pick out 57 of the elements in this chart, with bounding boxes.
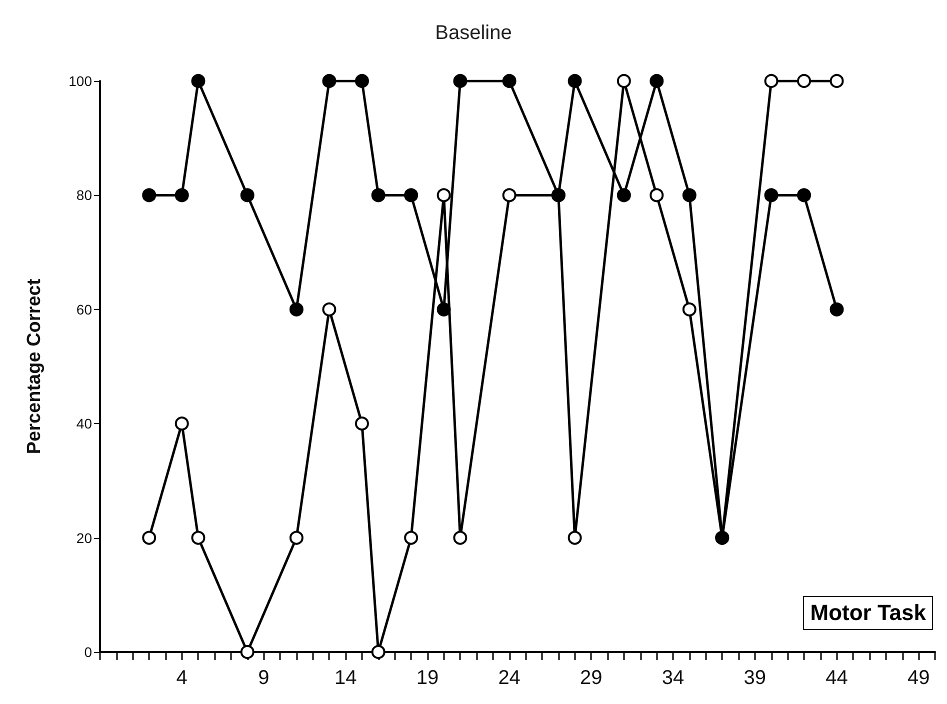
- x-tick-label: 44: [826, 667, 848, 689]
- point: [191, 74, 206, 88]
- point: [436, 302, 451, 316]
- x-tick-label: 29: [580, 667, 602, 689]
- point: [502, 188, 516, 202]
- point: [142, 530, 156, 545]
- point: [502, 74, 516, 88]
- point: [240, 188, 254, 202]
- point: [174, 188, 189, 202]
- point: [616, 74, 631, 88]
- x-tick-label: 24: [498, 667, 520, 689]
- point: [371, 645, 386, 659]
- point: [191, 530, 206, 545]
- point: [830, 74, 844, 88]
- x-tick-label: 9: [258, 667, 270, 689]
- point: [830, 302, 844, 316]
- x-tick-label: 49: [908, 667, 930, 689]
- point: [322, 74, 336, 88]
- point: [354, 74, 369, 88]
- point: [240, 645, 254, 659]
- point: [371, 188, 386, 202]
- point: [568, 74, 582, 88]
- point: [453, 74, 468, 88]
- y-tick-label: 20: [76, 530, 92, 546]
- y-axis-title: Percentage Correct: [24, 278, 45, 454]
- y-tick-label: 60: [76, 301, 92, 318]
- chart-title: Baseline: [435, 22, 512, 44]
- point: [682, 302, 696, 316]
- point: [682, 188, 696, 202]
- x-tick-label: 39: [744, 667, 766, 689]
- x-tick-label: 19: [416, 667, 439, 689]
- y-tick-label: 80: [76, 187, 92, 204]
- point: [289, 302, 304, 316]
- point: [404, 188, 418, 202]
- point: [764, 188, 778, 202]
- point: [764, 74, 778, 88]
- y-tick-label: 40: [76, 416, 92, 432]
- point: [568, 530, 582, 545]
- x-tick-label: 14: [334, 667, 357, 689]
- annotation: Motor Task: [803, 596, 933, 630]
- point: [453, 530, 468, 545]
- x-tick-label: 4: [176, 667, 188, 689]
- point: [322, 302, 336, 316]
- point: [797, 188, 812, 202]
- y-tick-label: 0: [84, 644, 92, 660]
- point: [289, 530, 304, 545]
- x-tick-label: 34: [662, 667, 684, 689]
- point: [616, 188, 631, 202]
- point: [354, 416, 369, 431]
- point: [650, 188, 664, 202]
- point: [174, 416, 189, 431]
- point: [650, 74, 664, 88]
- point: [404, 530, 418, 545]
- point: [436, 188, 451, 202]
- y-tick-label: 100: [68, 73, 92, 89]
- point: [142, 188, 156, 202]
- point: [797, 74, 812, 88]
